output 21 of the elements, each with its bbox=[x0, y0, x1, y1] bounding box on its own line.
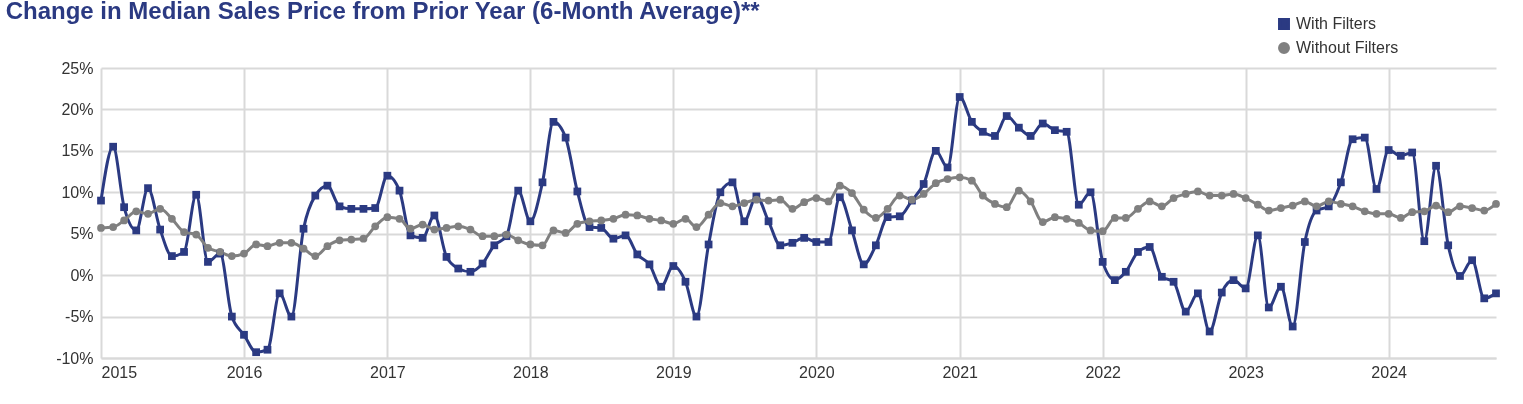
y-tick-label: 0% bbox=[70, 266, 94, 284]
x-tick-label: 2023 bbox=[1228, 363, 1265, 381]
x-tick-label: 2020 bbox=[799, 363, 835, 381]
y-tick-label: 10% bbox=[61, 183, 94, 201]
y-tick-label: 25% bbox=[61, 59, 94, 77]
y-tick-label: 15% bbox=[61, 142, 94, 160]
x-tick-label: 2016 bbox=[226, 363, 263, 381]
x-tick-label: 2015 bbox=[101, 363, 138, 381]
y-tick-label: -10% bbox=[56, 349, 94, 367]
chart-title: Change in Median Sales Price from Prior Year (6-Month Average)** bbox=[5, 0, 761, 24]
x-tick-label: 2024 bbox=[1371, 363, 1408, 381]
x-tick-label: 2022 bbox=[1085, 363, 1122, 381]
x-tick-label: 2018 bbox=[513, 363, 549, 381]
y-tick-label: -5% bbox=[65, 308, 94, 326]
x-tick-label: 2021 bbox=[942, 363, 979, 381]
x-tick-label: 2019 bbox=[656, 363, 692, 381]
x-tick-label: 2017 bbox=[370, 363, 406, 381]
legend-label: Without Filters bbox=[1296, 39, 1399, 56]
y-tick-label: 5% bbox=[70, 225, 94, 243]
y-tick-label: 20% bbox=[61, 100, 94, 118]
legend-label: With Filters bbox=[1296, 15, 1376, 32]
